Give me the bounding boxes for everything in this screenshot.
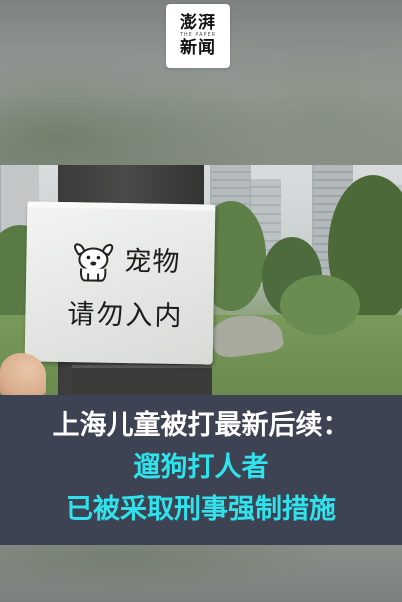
sign-text-line2: 请勿入内: [67, 299, 184, 333]
shrub: [280, 275, 360, 335]
logo-text-bottom: 新闻: [180, 38, 216, 58]
pole-base: [72, 365, 212, 395]
headline-line2: 遛狗打人者: [133, 452, 269, 483]
brand-logo: 澎湃 THE PAPER 新闻: [166, 4, 230, 68]
headline-line1: 上海儿童被打最新后续：: [52, 410, 350, 441]
logo-tagline: THE PAPER: [179, 32, 217, 38]
headline-line3: 已被采取刑事强制措施: [66, 494, 336, 525]
caption-band: 上海儿童被打最新后续： 遛狗打人者 已被采取刑事强制措施: [0, 395, 402, 545]
logo-text-top: 澎湃: [180, 13, 216, 33]
no-pets-sign: 宠物 请勿入内: [24, 201, 216, 365]
blurred-background-bottom: [0, 545, 402, 602]
dog-icon: [74, 243, 114, 282]
news-photo: 宠物 请勿入内: [0, 165, 402, 395]
hand: [0, 353, 46, 395]
sign-text-line1: 宠物: [124, 246, 181, 279]
